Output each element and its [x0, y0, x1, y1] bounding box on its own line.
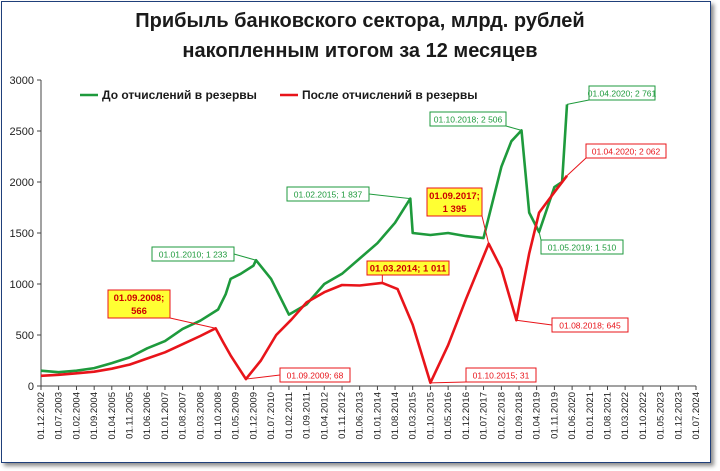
x-tick-label: 01.06.2013 [355, 392, 366, 440]
annotation-leader [566, 157, 587, 177]
annotation-leader [233, 253, 257, 261]
x-tick-label: 01.02.2018 [496, 392, 507, 440]
x-tick-label: 01.07.2003 [54, 392, 65, 440]
x-tick-label: 01.10.2022 [638, 392, 649, 440]
series-line-after-reserves [40, 174, 569, 385]
annotation-label: 01.04.2020; 2 062 [592, 147, 661, 157]
x-tick-label: 01.07.2010 [266, 392, 277, 440]
annotation-box [540, 239, 624, 255]
annotation-box [151, 246, 235, 262]
annotation-label: 01.01.2010; 1 233 [159, 250, 228, 260]
annotation-label-value: 1 395 [443, 204, 467, 215]
annotation-label: 01.02.2015; 1 837 [294, 190, 363, 200]
x-tick-label: 01.09.2004 [89, 392, 100, 440]
annotation-label: 01.09.2009; 68 [287, 371, 344, 381]
x-tick-label: 01.03.2015 [408, 392, 419, 440]
annotation-label: 01.05.2019; 1 510 [548, 243, 617, 253]
x-tick-label: 01.01.2014 [372, 392, 383, 440]
annotation-label-value: 566 [131, 306, 147, 317]
x-tick-label: 01.12.2009 [248, 392, 259, 440]
chart-title-line-1: Прибыль банковского сектора, млрд. рубле… [135, 10, 585, 32]
annotation-leader [505, 125, 522, 131]
annotation-box [426, 187, 483, 217]
legend-label: До отчислений в резервы [102, 88, 257, 102]
x-tick-label: 01.02.2011 [284, 392, 295, 439]
annotation-leader [169, 317, 216, 329]
annotation-leader [538, 231, 542, 241]
x-tick-label: 01.05.2023 [656, 392, 667, 440]
x-tick-label: 01.01.2007 [160, 392, 171, 440]
x-tick-label: 01.11.2019 [549, 392, 560, 439]
x-tick-label: 01.03.2022 [620, 392, 631, 440]
y-tick-label: 3000 [10, 75, 34, 87]
x-tick-label: 01.04.2019 [532, 392, 543, 440]
x-tick-label: 01.12.2016 [461, 392, 472, 440]
annotation-box [366, 260, 450, 276]
x-tick-label: 01.11.2012 [337, 392, 348, 439]
y-tick-label: 2500 [10, 126, 34, 138]
y-tick-label: 1500 [10, 228, 34, 240]
x-tick-label: 01.08.2021 [603, 392, 614, 440]
annotation-box [429, 111, 507, 127]
annotation-box [465, 367, 537, 383]
x-tick-label: 01.10.2008 [213, 392, 224, 440]
annotation-leader [430, 381, 467, 384]
x-tick-label: 01.06.2006 [142, 392, 153, 440]
annotation-leader [566, 99, 590, 105]
x-tick-label: 01.09.2011 [302, 392, 313, 439]
x-tick-label: 01.07.2017 [479, 392, 490, 440]
annotation-label: 01.04.2020; 2 761 [588, 89, 657, 99]
x-tick-label: 01.05.2016 [443, 392, 454, 440]
annotation-label: 01.10.2015; 31 [473, 371, 530, 381]
x-tick-label: 01.04.2005 [107, 392, 118, 440]
legend-label: После отчислений в резервы [302, 88, 478, 102]
annotation-label: 01.09.2017; [429, 191, 480, 202]
annotation-leader [481, 215, 490, 244]
annotation-label: 01.03.2014; 1 011 [370, 264, 447, 275]
annotation-label: 01.09.2008; [114, 293, 165, 304]
annotation-box [585, 143, 667, 159]
x-tick-label: 01.12.2002 [36, 392, 47, 440]
annotation-box [279, 367, 351, 383]
x-tick-label: 01.04.2012 [319, 392, 330, 440]
annotation-leader [245, 374, 281, 380]
x-tick-label: 01.08.2007 [178, 392, 189, 440]
annotation-leader [368, 193, 411, 200]
series-line-before-reserves [40, 104, 569, 374]
y-tick-label: 500 [16, 330, 34, 342]
y-tick-label: 1000 [10, 279, 34, 291]
x-tick-label: 01.12.2023 [673, 392, 684, 440]
annotation-box [286, 186, 370, 202]
annotation-box [551, 317, 629, 333]
y-tick-label: 2000 [10, 177, 34, 189]
x-tick-label: 01.08.2014 [390, 392, 401, 440]
chart-title-line-2: накопленным итогом за 12 месяцев [182, 40, 538, 62]
x-tick-label: 01.10.2015 [425, 392, 436, 440]
x-tick-label: 01.11.2005 [125, 392, 136, 439]
annotation-label: 01.08.2018; 645 [559, 321, 621, 331]
annotation-box [588, 85, 656, 101]
x-tick-label: 01.06.2020 [567, 392, 578, 440]
x-tick-label: 01.03.2008 [195, 392, 206, 440]
x-tick-label: 01.09.2018 [514, 392, 525, 440]
x-tick-label: 01.07.2024 [691, 392, 702, 440]
annotation-label: 01.10.2018; 2 506 [434, 115, 503, 125]
x-tick-label: 01.02.2004 [71, 392, 82, 440]
x-tick-label: 01.05.2009 [231, 392, 242, 440]
y-tick-label: 0 [28, 381, 34, 393]
annotation-box [107, 289, 171, 319]
annotation-leader [516, 319, 553, 326]
x-tick-label: 01.01.2021 [585, 392, 596, 440]
